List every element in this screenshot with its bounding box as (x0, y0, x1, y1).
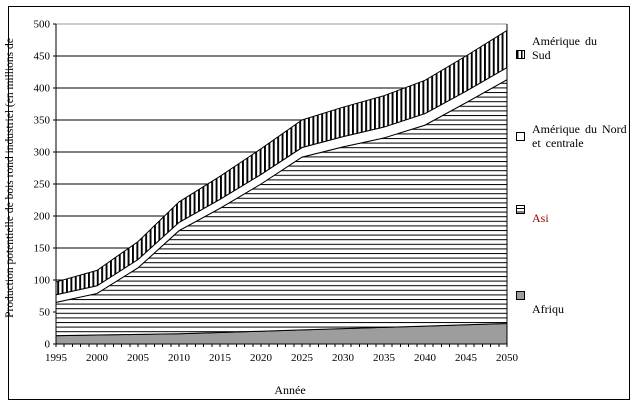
y-tick-label: 350 (34, 115, 51, 127)
x-tick-label: 2045 (455, 352, 478, 364)
tick-marks (53, 23, 508, 347)
y-tick-label: 0 (45, 339, 51, 351)
y-tick-label: 150 (34, 243, 51, 255)
afrique-swatch-icon (516, 291, 525, 300)
x-tick-label: 2020 (250, 352, 273, 364)
area-series (55, 29, 508, 345)
x-tick-label: 2050 (496, 352, 519, 364)
y-tick-label: 450 (34, 51, 51, 63)
x-tick-label: 2005 (127, 352, 150, 364)
asie-swatch-icon (516, 205, 525, 214)
y-tick-label: 200 (34, 211, 51, 223)
x-tick-label: 2015 (209, 352, 232, 364)
amerique-du-nord-et-centrale-swatch-icon (516, 132, 525, 141)
amerique-du-sud-swatch-icon (516, 50, 525, 59)
area-asie (55, 78, 508, 337)
x-tick-label: 2040 (414, 352, 437, 364)
legend-label-asie: Asi (532, 211, 549, 225)
x-tick-label: 2000 (86, 352, 109, 364)
x-axis-title: Année (274, 383, 306, 397)
y-tick-label: 50 (39, 307, 51, 319)
y-tick-label: 300 (34, 147, 51, 159)
legend-label-amerique-du-sud: Amérique du Sud (532, 34, 597, 62)
x-tick-label: 2035 (373, 352, 396, 364)
legend-label-amerique-du-nord-et-centrale: Amérique du Nord et centrale (532, 122, 627, 150)
x-tick-label: 2010 (168, 352, 191, 364)
y-tick-label: 250 (34, 179, 51, 191)
x-tick-label: 2025 (291, 352, 314, 364)
x-tick-label: 1995 (45, 352, 68, 364)
legend-label-afrique: Afriqu (532, 302, 564, 316)
y-tick-label: 500 (34, 19, 51, 31)
x-tick-label: 2030 (332, 352, 355, 364)
y-axis-title: Production potentielle de bois rond indu… (4, 38, 16, 318)
y-tick-label: 400 (34, 83, 51, 95)
y-tick-label: 100 (34, 275, 51, 287)
tick-labels: 0 50 100 150 200 250 300 350 400 450 500 1995 2000 20… (34, 19, 519, 365)
